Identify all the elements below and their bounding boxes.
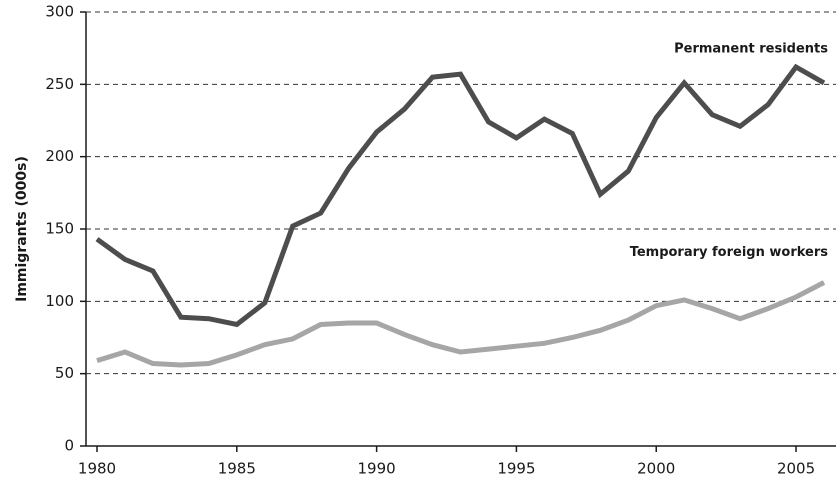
y-tick-label: 200 [45,147,74,165]
y-axis-label: Immigrants (000s) [14,156,30,302]
series-label: Temporary foreign workers [630,245,829,260]
x-tick-label: 1990 [358,460,396,478]
y-tick-label: 50 [55,364,74,382]
series-line [96,280,826,368]
x-tick-label: 1980 [78,460,116,478]
x-tick-label: 2005 [777,460,815,478]
y-tick-label: 0 [64,437,74,455]
y-tick-label: 100 [45,292,74,310]
series-label: Permanent residents [674,41,828,56]
x-tick-label: 1985 [218,460,256,478]
series-line [95,63,826,328]
y-tick-label: 150 [45,220,74,238]
x-tick-label: 1995 [497,460,535,478]
x-tick-label: 2000 [637,460,675,478]
y-tick-label: 300 [45,3,74,21]
y-tick-label: 250 [45,75,74,93]
